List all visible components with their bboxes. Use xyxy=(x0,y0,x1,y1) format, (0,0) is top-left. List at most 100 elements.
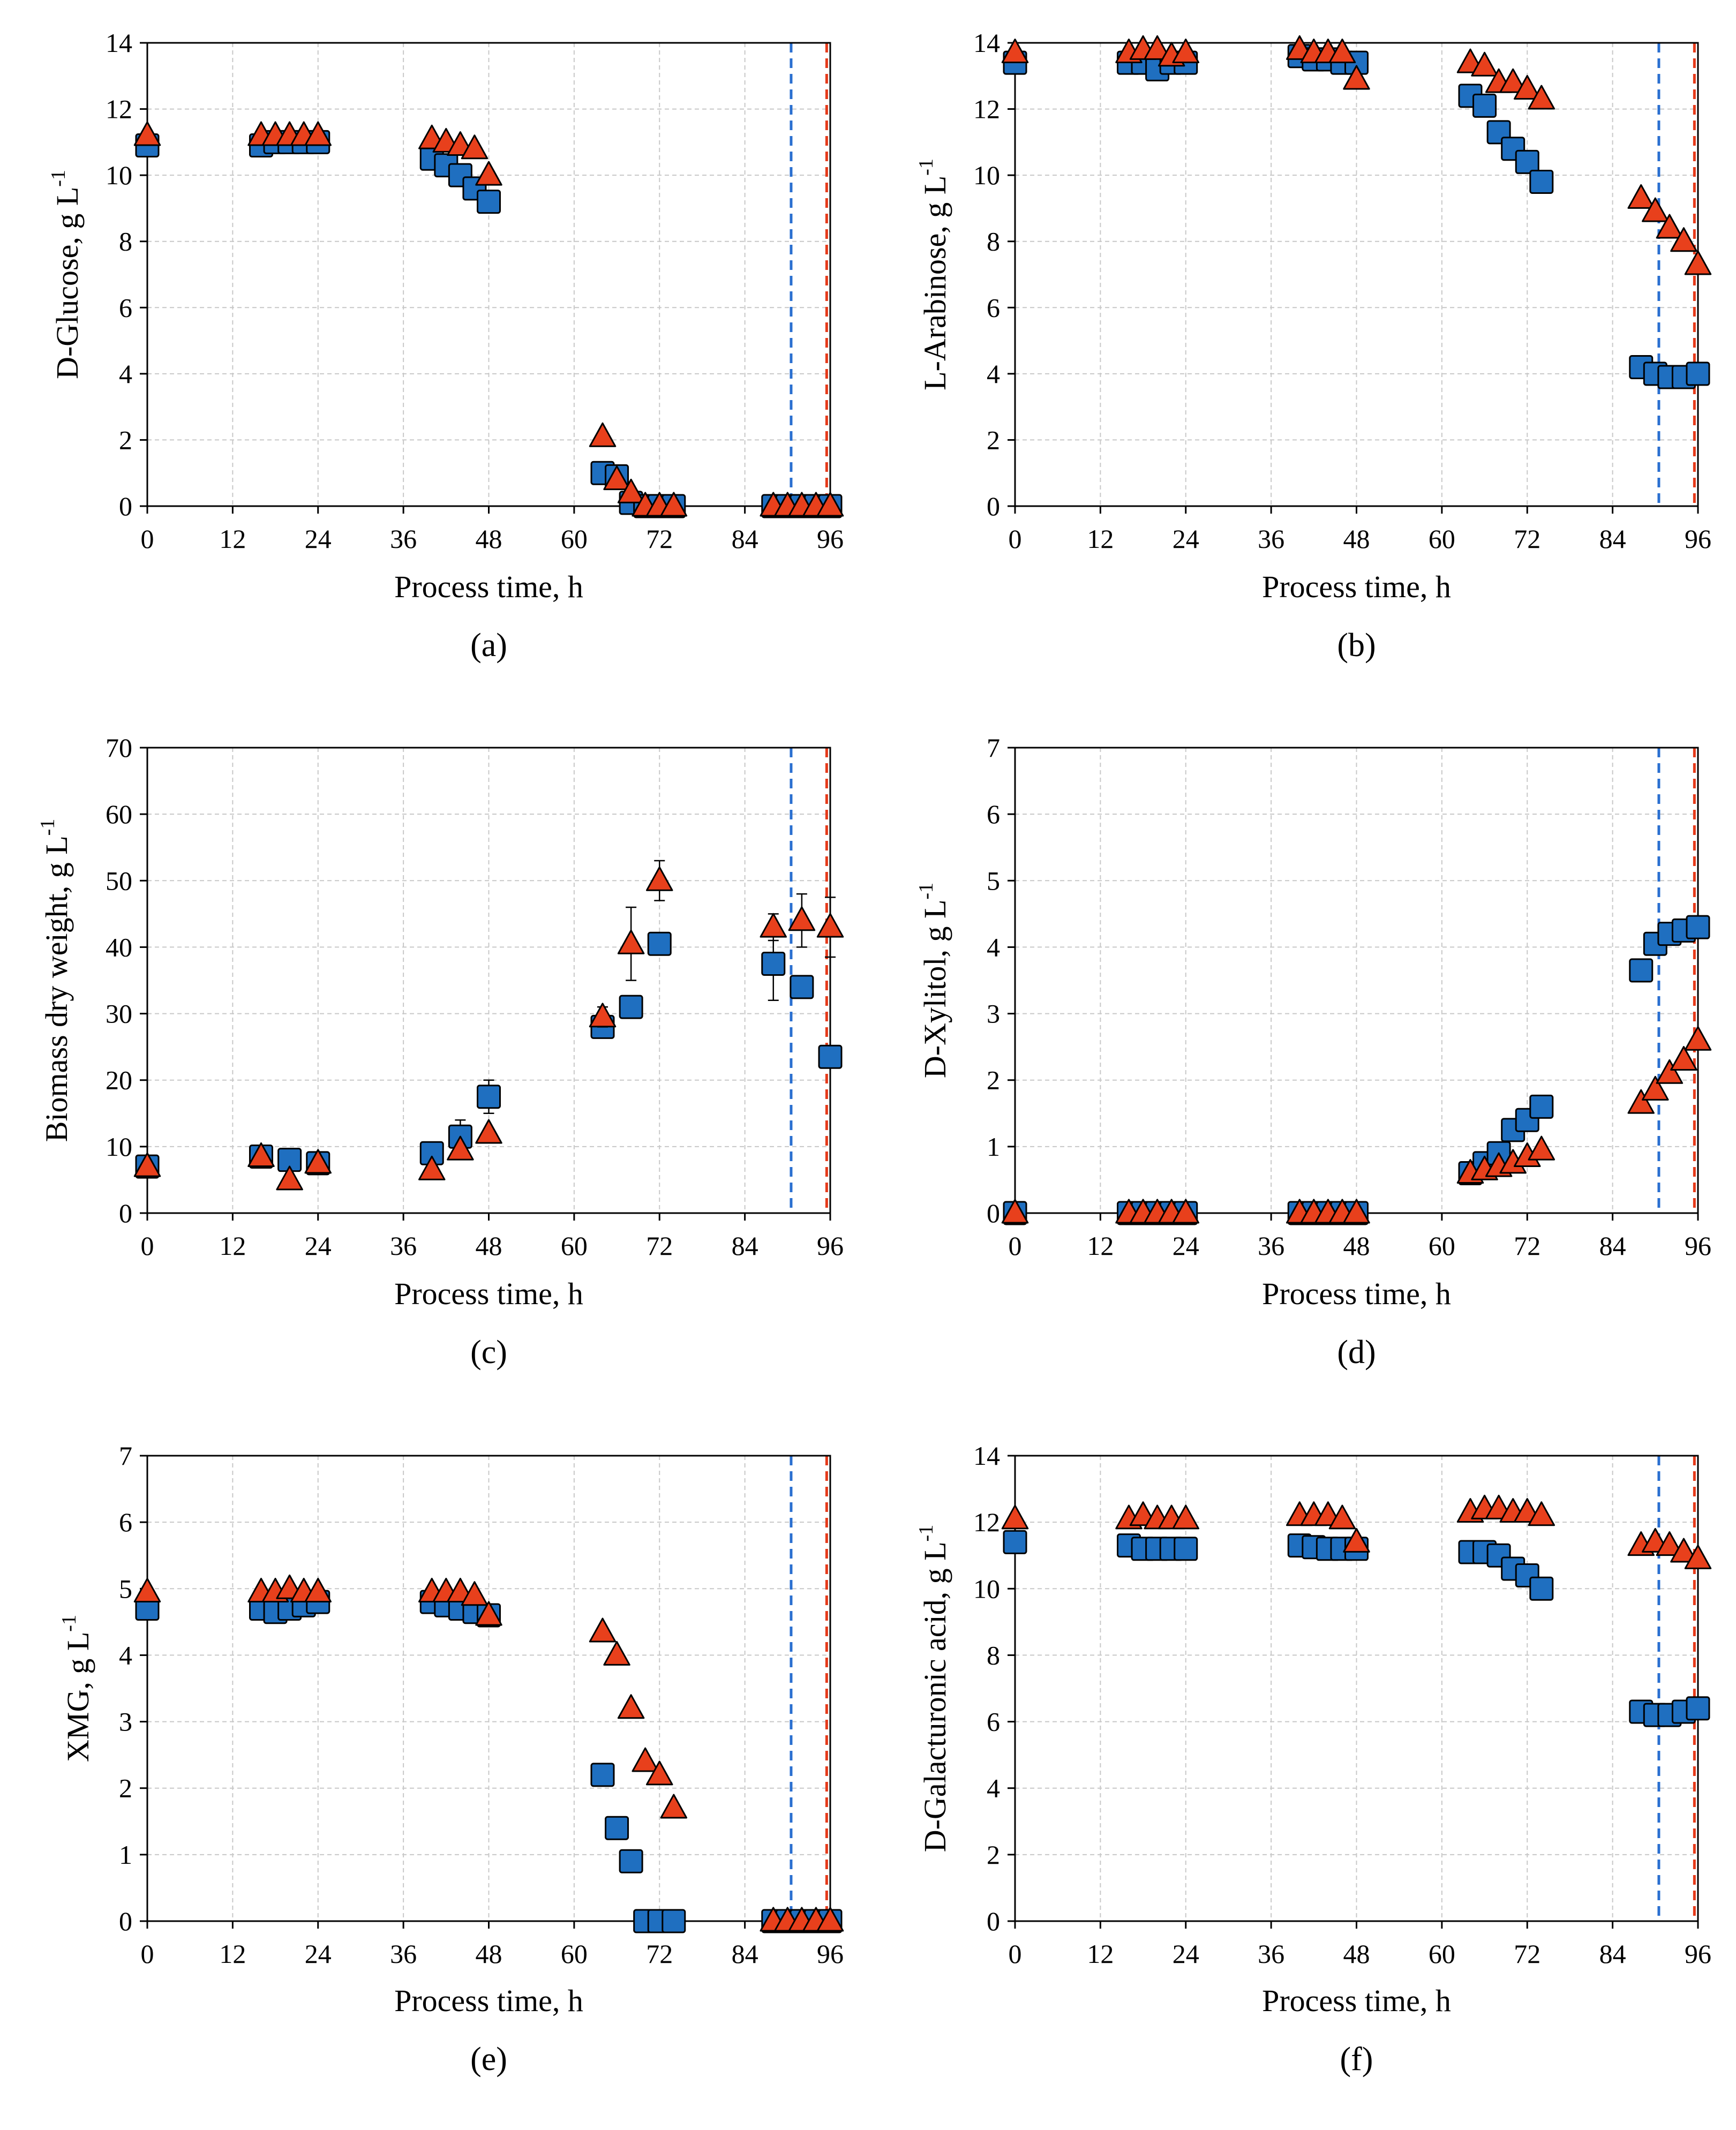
y-tick-label: 2 xyxy=(119,425,132,455)
x-tick-label: 48 xyxy=(476,1939,502,1969)
x-tick-label: 12 xyxy=(219,1231,246,1261)
x-axis-title: Process time, h xyxy=(1262,1983,1451,2018)
data-point-triangle xyxy=(133,121,161,146)
data-point-triangle xyxy=(1528,1501,1555,1526)
y-tick-label: 1 xyxy=(987,1132,1000,1162)
data-point-triangle xyxy=(1001,1504,1029,1530)
y-tick-label: 8 xyxy=(987,1640,1000,1670)
data-point-triangle xyxy=(603,465,630,491)
data-point-triangle xyxy=(1656,1531,1684,1556)
data-point-triangle xyxy=(475,1601,502,1626)
data-point-triangle xyxy=(660,492,688,517)
data-point-square xyxy=(1629,958,1654,983)
x-axis-title: Process time, h xyxy=(394,1276,583,1311)
y-tick-label: 40 xyxy=(106,932,132,962)
x-tick-label: 60 xyxy=(561,524,588,554)
x-tick-label: 36 xyxy=(1258,1939,1284,1969)
y-axis-title: XMG, g L-1 xyxy=(58,1615,95,1762)
x-tick-label: 24 xyxy=(1173,524,1199,554)
data-point-triangle xyxy=(646,866,673,891)
data-point-square xyxy=(662,1909,686,1933)
x-tick-label: 96 xyxy=(1685,524,1711,554)
x-axis-title: Process time, h xyxy=(1262,569,1451,604)
y-tick-label: 2 xyxy=(987,1065,1000,1095)
x-tick-label: 48 xyxy=(1343,1939,1370,1969)
data-point-triangle xyxy=(133,1577,161,1602)
y-tick-label: 10 xyxy=(106,160,132,190)
data-point-triangle xyxy=(816,492,844,517)
data-point-triangle xyxy=(1670,227,1697,252)
panel-c: 0 12 24 36 48 60 72 84 96 0 10 20 30 40 50 60 70 Process … xyxy=(36,733,844,1371)
y-tick-label: 4 xyxy=(987,1773,1000,1803)
y-axis-title: Biomass dry weight, g L-1 xyxy=(36,819,74,1142)
y-tick-label: 2 xyxy=(119,1773,132,1803)
data-point-square xyxy=(1686,915,1710,939)
data-point-triangle xyxy=(1001,1199,1029,1224)
x-tick-label: 72 xyxy=(1514,1231,1540,1261)
data-point-triangle xyxy=(133,1152,161,1177)
x-tick-label: 96 xyxy=(817,524,844,554)
data-point-triangle xyxy=(1684,1544,1712,1569)
data-point-triangle xyxy=(1684,250,1712,275)
data-point-triangle xyxy=(788,906,816,931)
data-point-triangle xyxy=(1528,85,1555,110)
panel-label: (d) xyxy=(1337,1334,1376,1371)
y-tick-label: 5 xyxy=(119,1574,132,1604)
x-tick-label: 84 xyxy=(1599,1939,1626,1969)
panel-label: (e) xyxy=(470,2041,507,2078)
data-point-triangle xyxy=(1343,65,1370,90)
x-tick-label: 24 xyxy=(305,1939,332,1969)
x-tick-label: 48 xyxy=(1343,524,1370,554)
x-tick-label: 48 xyxy=(476,1231,502,1261)
x-tick-label: 24 xyxy=(1173,1231,1199,1261)
y-tick-label: 12 xyxy=(106,94,132,124)
data-point-square xyxy=(1174,1537,1198,1561)
x-axis-title: Process time, h xyxy=(394,1983,583,2018)
data-point-triangle xyxy=(475,1119,502,1144)
x-axis-title: Process time, h xyxy=(1262,1276,1451,1311)
x-tick-label: 84 xyxy=(732,524,758,554)
data-point-triangle xyxy=(1627,1089,1655,1114)
data-point-square xyxy=(1472,93,1497,118)
y-axis-title-text: XMG, g L xyxy=(61,1632,95,1762)
data-point-triangle xyxy=(660,1794,688,1819)
y-tick-label: 6 xyxy=(987,292,1000,322)
x-tick-label: 0 xyxy=(141,1231,154,1261)
data-point-triangle xyxy=(617,929,645,954)
panel-label: (a) xyxy=(470,627,507,664)
x-tick-label: 60 xyxy=(561,1939,588,1969)
y-tick-label: 0 xyxy=(987,1906,1000,1936)
data-point-triangle xyxy=(1684,1026,1712,1051)
data-point-triangle xyxy=(461,1581,489,1606)
y-tick-label: 6 xyxy=(987,799,1000,829)
x-tick-label: 12 xyxy=(219,524,246,554)
data-point-triangle xyxy=(1642,1075,1669,1101)
data-point-triangle xyxy=(589,1003,617,1028)
data-point-square xyxy=(619,995,643,1019)
y-tick-label: 60 xyxy=(106,799,132,829)
x-tick-label: 60 xyxy=(1429,524,1455,554)
data-point-triangle xyxy=(461,134,489,160)
y-tick-label: 20 xyxy=(106,1065,132,1095)
data-point-triangle xyxy=(603,1640,630,1666)
y-tick-label: 1 xyxy=(119,1840,132,1870)
data-point-triangle xyxy=(418,1155,446,1180)
data-point-triangle xyxy=(1656,1059,1684,1084)
data-point-square xyxy=(1529,1094,1554,1119)
x-tick-label: 60 xyxy=(561,1231,588,1261)
data-point-triangle xyxy=(1642,197,1669,222)
y-axis-title-superscript: -1 xyxy=(915,1525,937,1542)
y-tick-label: 10 xyxy=(106,1132,132,1162)
y-axis-title: D-Xylitol, g L-1 xyxy=(915,883,952,1078)
y-tick-label: 3 xyxy=(119,1707,132,1737)
x-tick-label: 0 xyxy=(1009,524,1022,554)
data-point-square xyxy=(1529,170,1554,194)
y-tick-label: 4 xyxy=(987,932,1000,962)
data-point-square xyxy=(1686,362,1710,386)
y-tick-label: 6 xyxy=(119,1507,132,1537)
x-tick-label: 0 xyxy=(1009,1939,1022,1969)
